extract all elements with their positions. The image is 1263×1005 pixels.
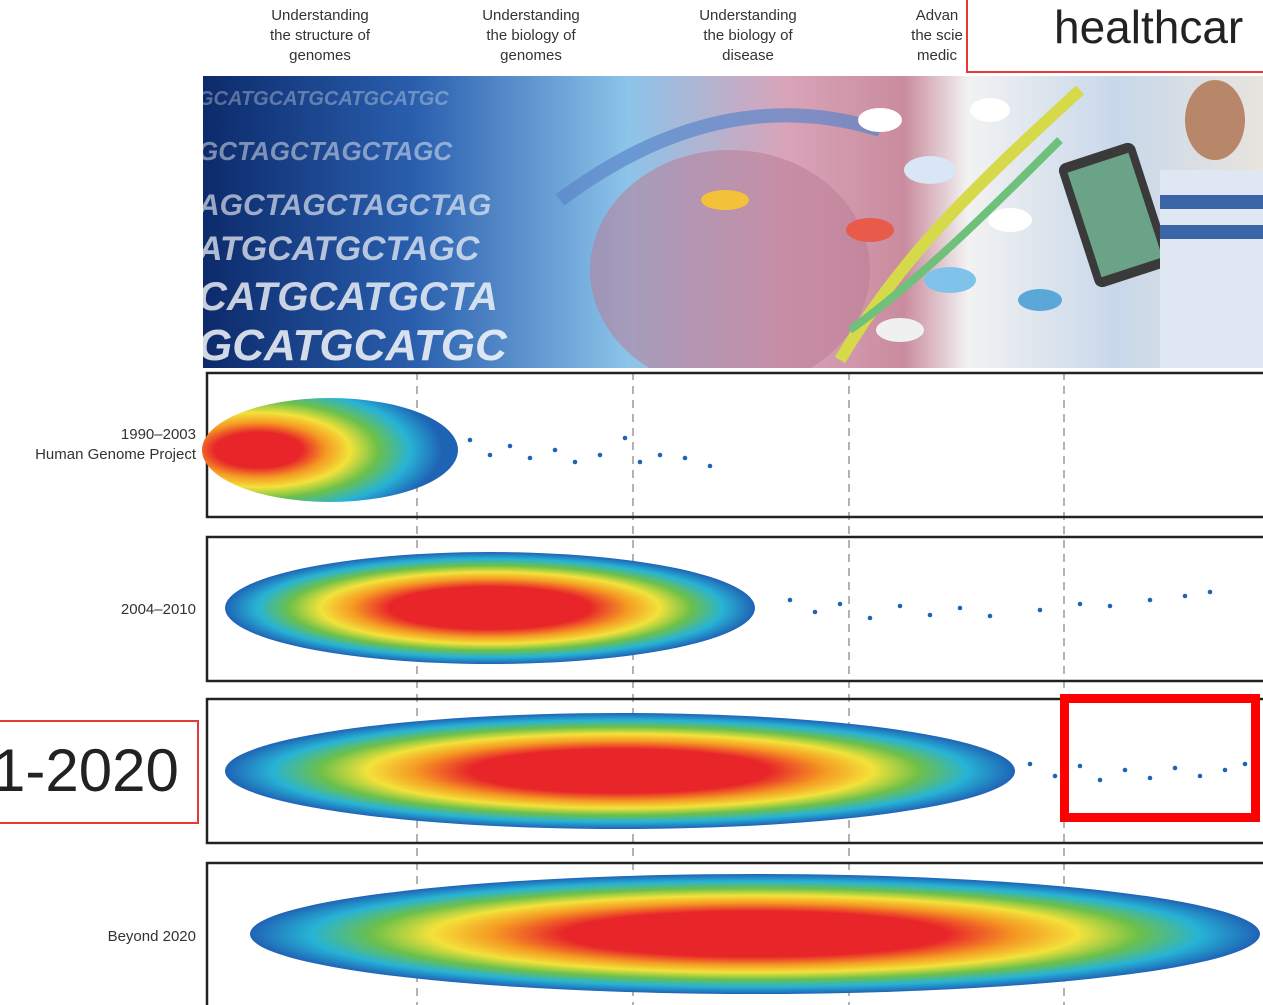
patient-decoration [1185, 80, 1245, 160]
highlight-box-healthcare: healthcar [966, 0, 1263, 73]
density-blob-beyond-2020 [250, 874, 1260, 994]
banner-illustration: GCATGCATGCATGCATGC GCTAGCTAGCTAGC AGCTAG… [197, 76, 1263, 370]
scatter-tail-2011-2020 [1027, 761, 1248, 783]
enzyme-decoration [701, 190, 749, 210]
membrane-arc-decoration [555, 108, 883, 206]
row-label-beyond-2020: Beyond 2020 [107, 928, 196, 945]
panel-2004-2010 [205, 535, 1263, 683]
panel-2011-2020 [205, 697, 1263, 845]
svg-text:GCATGCATGC: GCATGCATGC [198, 321, 508, 370]
density-blob-2004-2010 [225, 552, 755, 664]
density-blob-2011-2020 [225, 713, 1015, 829]
highlight-box-2011-2020: 1-2020 [0, 720, 199, 824]
scatter-tail-1990-2003 [467, 435, 713, 469]
cell-tissue-decoration [590, 150, 870, 368]
panel-beyond-2020 [205, 861, 1263, 1005]
row-label-1990-2003: 1990–2003 Human Genome Project [35, 426, 196, 463]
svg-text:GCATGCATGCATGCATGC: GCATGCATGCATGCATGC [198, 88, 449, 110]
density-blob-1990-2003 [202, 398, 458, 502]
highlight-text-2011-2020: 1-2020 [0, 737, 179, 804]
column-header-genome-structure: Understanding the structure of genomes [269, 7, 371, 64]
svg-text:CATGCATGCTA: CATGCATGCTA [198, 275, 498, 319]
scatter-tail-2004-2010 [787, 589, 1213, 621]
svg-text:ATGCATGCTAGC: ATGCATGCTAGC [197, 230, 480, 268]
column-header-medicine-science: Advan the scie medic [911, 7, 963, 64]
column-header-genome-biology: Understanding the biology of genomes [482, 7, 580, 64]
svg-text:AGCTAGCTAGCTAG: AGCTAGCTAGCTAG [197, 189, 491, 222]
pills-decoration [846, 98, 1062, 342]
row-label-2004-2010: 2004–2010 [120, 601, 196, 618]
dna-letters-decoration: GCATGCATGCATGCATGC GCTAGCTAGCTAGC AGCTAG… [197, 88, 508, 370]
column-header-disease-biology: Understanding the biology of disease [699, 7, 797, 64]
highlight-box-scatter-tail [1060, 694, 1260, 822]
svg-text:GCTAGCTAGCTAGC: GCTAGCTAGCTAGC [198, 136, 453, 166]
highlight-text-healthcare: healthcar [1054, 1, 1244, 53]
